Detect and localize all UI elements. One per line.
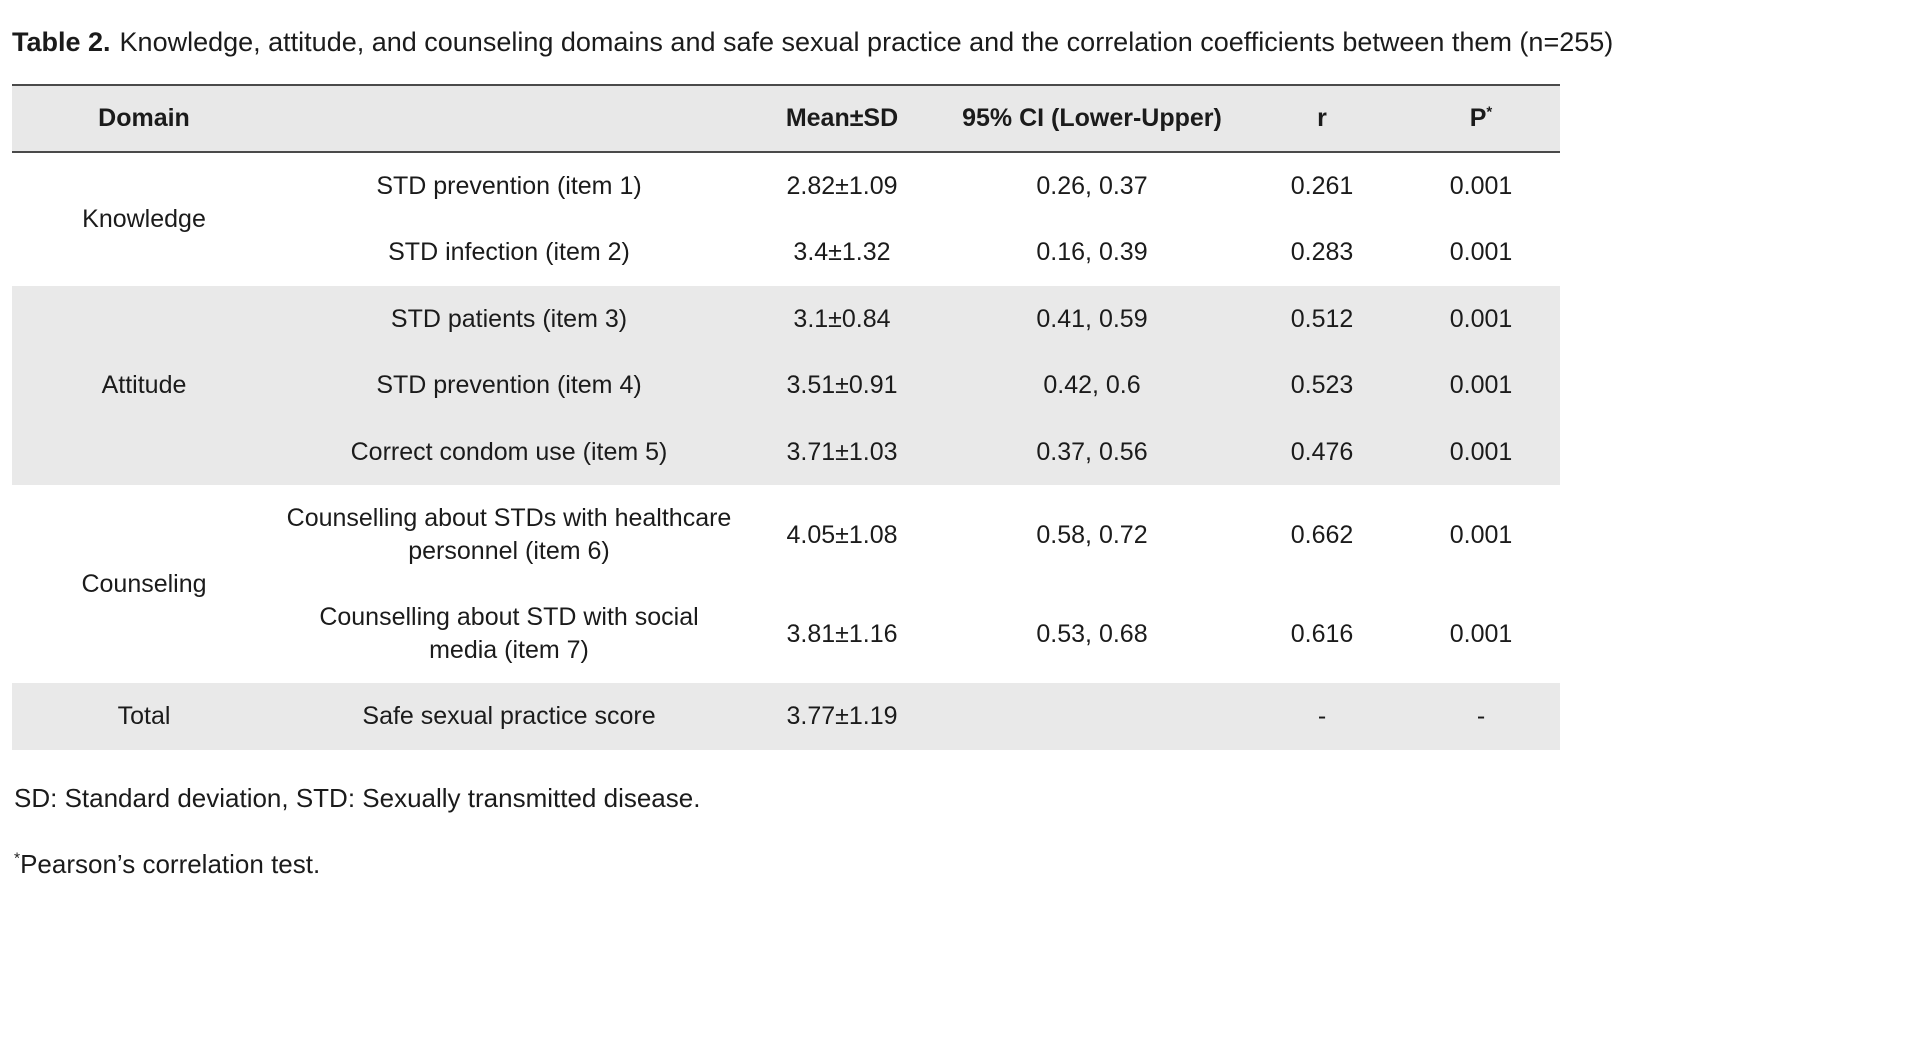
header-mean-sd: Mean±SD [742,83,942,153]
header-domain: Domain [12,83,276,153]
mean-sd-cell: 3.4±1.32 [742,219,942,286]
footnote-asterisk: * [14,850,21,868]
p-cell: 0.001 [1402,584,1560,684]
table-row: Correct condom use (item 5) 3.71±1.03 0.… [12,418,1560,486]
r-cell: 0.261 [1242,151,1402,220]
header-p-label: P [1469,103,1487,132]
domain-cell: Knowledge [12,151,276,286]
mean-sd-cell: 3.1±0.84 [742,285,942,353]
ci-cell: 0.42, 0.6 [942,352,1242,419]
item-cell: Counselling about STD with social media … [276,584,742,684]
ci-cell: 0.26, 0.37 [942,151,1242,220]
table-caption-label: Table 2. [12,27,111,57]
mean-sd-cell: 3.71±1.03 [742,418,942,486]
ci-cell: 0.37, 0.56 [942,418,1242,486]
table-row: Counselling about STD with social media … [12,584,1560,684]
r-cell: 0.616 [1242,584,1402,684]
mean-sd-cell: 3.51±0.91 [742,352,942,419]
r-cell: - [1242,683,1402,750]
table-caption-text: Knowledge, attitude, and counseling doma… [119,27,1614,57]
header-p: P* [1402,83,1560,153]
domain-cell: Total [12,683,276,750]
header-p-asterisk: * [1486,103,1493,121]
item-cell: Counselling about STDs with healthcare p… [276,485,742,585]
p-cell: - [1402,683,1560,750]
item-cell: Correct condom use (item 5) [276,418,742,486]
header-row: Domain Mean±SD 95% CI (Lower-Upper) r P* [12,83,1560,153]
mean-sd-cell: 4.05±1.08 [742,485,942,585]
ci-cell: 0.58, 0.72 [942,485,1242,585]
header-item [276,83,742,153]
header-r: r [1242,83,1402,153]
table-row: Total Safe sexual practice score 3.77±1.… [12,683,1560,750]
table-row: STD prevention (item 4) 3.51±0.91 0.42, … [12,352,1560,419]
mean-sd-cell: 2.82±1.09 [742,151,942,220]
table-row: Knowledge STD prevention (item 1) 2.82±1… [12,151,1560,286]
table-row: STD infection (item 2) 3.4±1.32 0.16, 0.… [12,219,1560,286]
header-ci: 95% CI (Lower-Upper) [942,83,1242,153]
table-row: Attitude STD patients (item 3) 3.1±0.84 … [12,285,1560,486]
footnote-pearson-text: Pearson’s correlation test. [20,849,321,880]
footnote-pearson: *Pearson’s correlation test. [14,848,1900,881]
table-row: Counseling Counselling about STDs with h… [12,485,1560,684]
mean-sd-cell: 3.81±1.16 [742,584,942,684]
r-cell: 0.523 [1242,352,1402,419]
item-cell: STD infection (item 2) [276,219,742,286]
domain-cell: Counseling [12,485,276,684]
item-cell: Safe sexual practice score [276,683,742,750]
r-cell: 0.283 [1242,219,1402,286]
p-cell: 0.001 [1402,285,1560,353]
domain-cell: Attitude [12,285,276,486]
p-cell: 0.001 [1402,219,1560,286]
p-cell: 0.001 [1402,352,1560,419]
results-table: Domain Mean±SD 95% CI (Lower-Upper) r P*… [12,83,1560,750]
ci-cell: 0.16, 0.39 [942,219,1242,286]
item-cell: STD patients (item 3) [276,285,742,353]
item-cell: STD prevention (item 1) [276,151,742,220]
footnote-abbreviations: SD: Standard deviation, STD: Sexually tr… [14,782,701,813]
p-cell: 0.001 [1402,151,1560,220]
mean-sd-cell: 3.77±1.19 [742,683,942,750]
ci-cell [942,683,1242,750]
r-cell: 0.512 [1242,285,1402,353]
item-cell: STD prevention (item 4) [276,352,742,419]
ci-cell: 0.41, 0.59 [942,285,1242,353]
r-cell: 0.476 [1242,418,1402,486]
ci-cell: 0.53, 0.68 [942,584,1242,684]
table-caption: Table 2. Knowledge, attitude, and counsel… [12,26,1900,60]
p-cell: 0.001 [1402,485,1560,585]
p-cell: 0.001 [1402,418,1560,486]
r-cell: 0.662 [1242,485,1402,585]
